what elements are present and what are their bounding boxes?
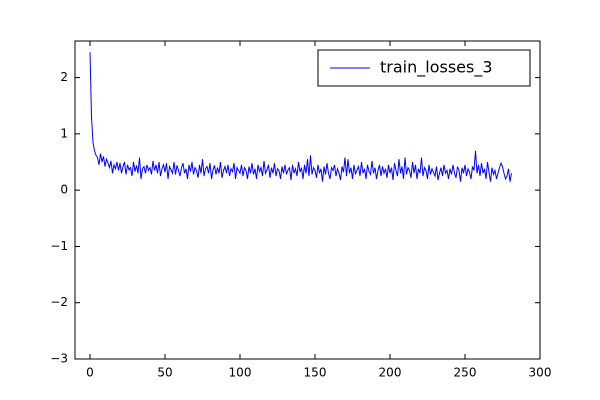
y-tick-label: −1 (50, 239, 68, 253)
x-tick-label: 0 (86, 366, 94, 380)
y-tick-label: −3 (50, 352, 68, 366)
y-tick-label: −2 (50, 295, 68, 309)
y-tick-label: 1 (60, 126, 68, 140)
x-tick-label: 200 (379, 366, 402, 380)
x-tick-label: 250 (454, 366, 477, 380)
series-line (89, 52, 512, 182)
x-tick-label: 100 (229, 366, 252, 380)
y-tick-label: 0 (60, 183, 68, 197)
y-tick-label: 2 (60, 70, 68, 84)
plot-frame (74, 40, 541, 360)
x-tick-label: 300 (529, 366, 552, 380)
x-tick-label: 50 (157, 366, 172, 380)
x-tick-label: 150 (304, 366, 327, 380)
legend-label: train_losses_3 (380, 58, 493, 78)
